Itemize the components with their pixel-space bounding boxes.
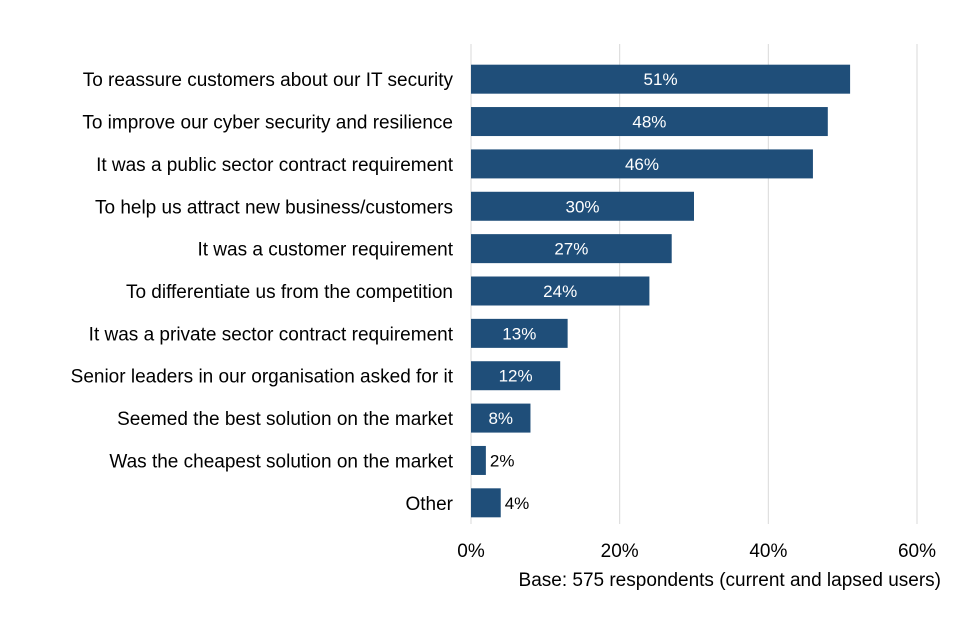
bar (471, 149, 813, 179)
category-label: To help us attract new business/customer… (95, 197, 453, 218)
category-label: It was a private sector contract require… (89, 324, 454, 345)
value-label: 13% (502, 324, 536, 343)
value-label: 8% (488, 409, 513, 428)
bar (471, 64, 851, 94)
x-tick-label: 40% (749, 541, 787, 562)
bar (471, 361, 561, 391)
bar (471, 488, 501, 518)
value-labels: 51% 48% 46% 30% 27% 24% 13% 12% 8% 2% 4% (488, 70, 677, 513)
category-label: Senior leaders in our organisation asked… (71, 367, 454, 388)
category-label: Seemed the best solution on the market (117, 409, 454, 430)
base-note: Base: 575 respondents (current and lapse… (519, 570, 941, 591)
value-label: 24% (543, 282, 577, 301)
category-label: Other (405, 494, 453, 515)
value-label: 51% (644, 70, 678, 89)
category-label: To reassure customers about our IT secur… (83, 70, 454, 91)
category-label: To differentiate us from the competition (126, 282, 453, 303)
value-label: 4% (505, 494, 530, 513)
x-tick-label: 20% (601, 541, 639, 562)
value-label: 30% (565, 197, 599, 216)
value-label: 46% (625, 155, 659, 174)
x-axis-ticks: 0% 20% 40% 60% (457, 541, 936, 562)
bar (471, 276, 650, 306)
category-labels: To reassure customers about our IT secur… (71, 70, 454, 515)
value-label: 27% (554, 240, 588, 259)
x-tick-label: 0% (457, 541, 485, 562)
bar (471, 318, 568, 348)
value-label: 48% (632, 113, 666, 132)
bars (471, 64, 851, 518)
bar (471, 403, 531, 433)
value-label: 12% (499, 367, 533, 386)
bar (471, 234, 672, 264)
category-label: It was a public sector contract requirem… (96, 155, 454, 176)
bar (471, 191, 694, 221)
x-tick-label: 60% (898, 541, 936, 562)
bar (471, 445, 486, 475)
category-label: Was the cheapest solution on the market (109, 451, 453, 472)
bar (471, 107, 828, 137)
category-label: To improve our cyber security and resili… (82, 113, 453, 134)
category-label: It was a customer requirement (197, 240, 453, 261)
value-label: 2% (490, 451, 515, 470)
